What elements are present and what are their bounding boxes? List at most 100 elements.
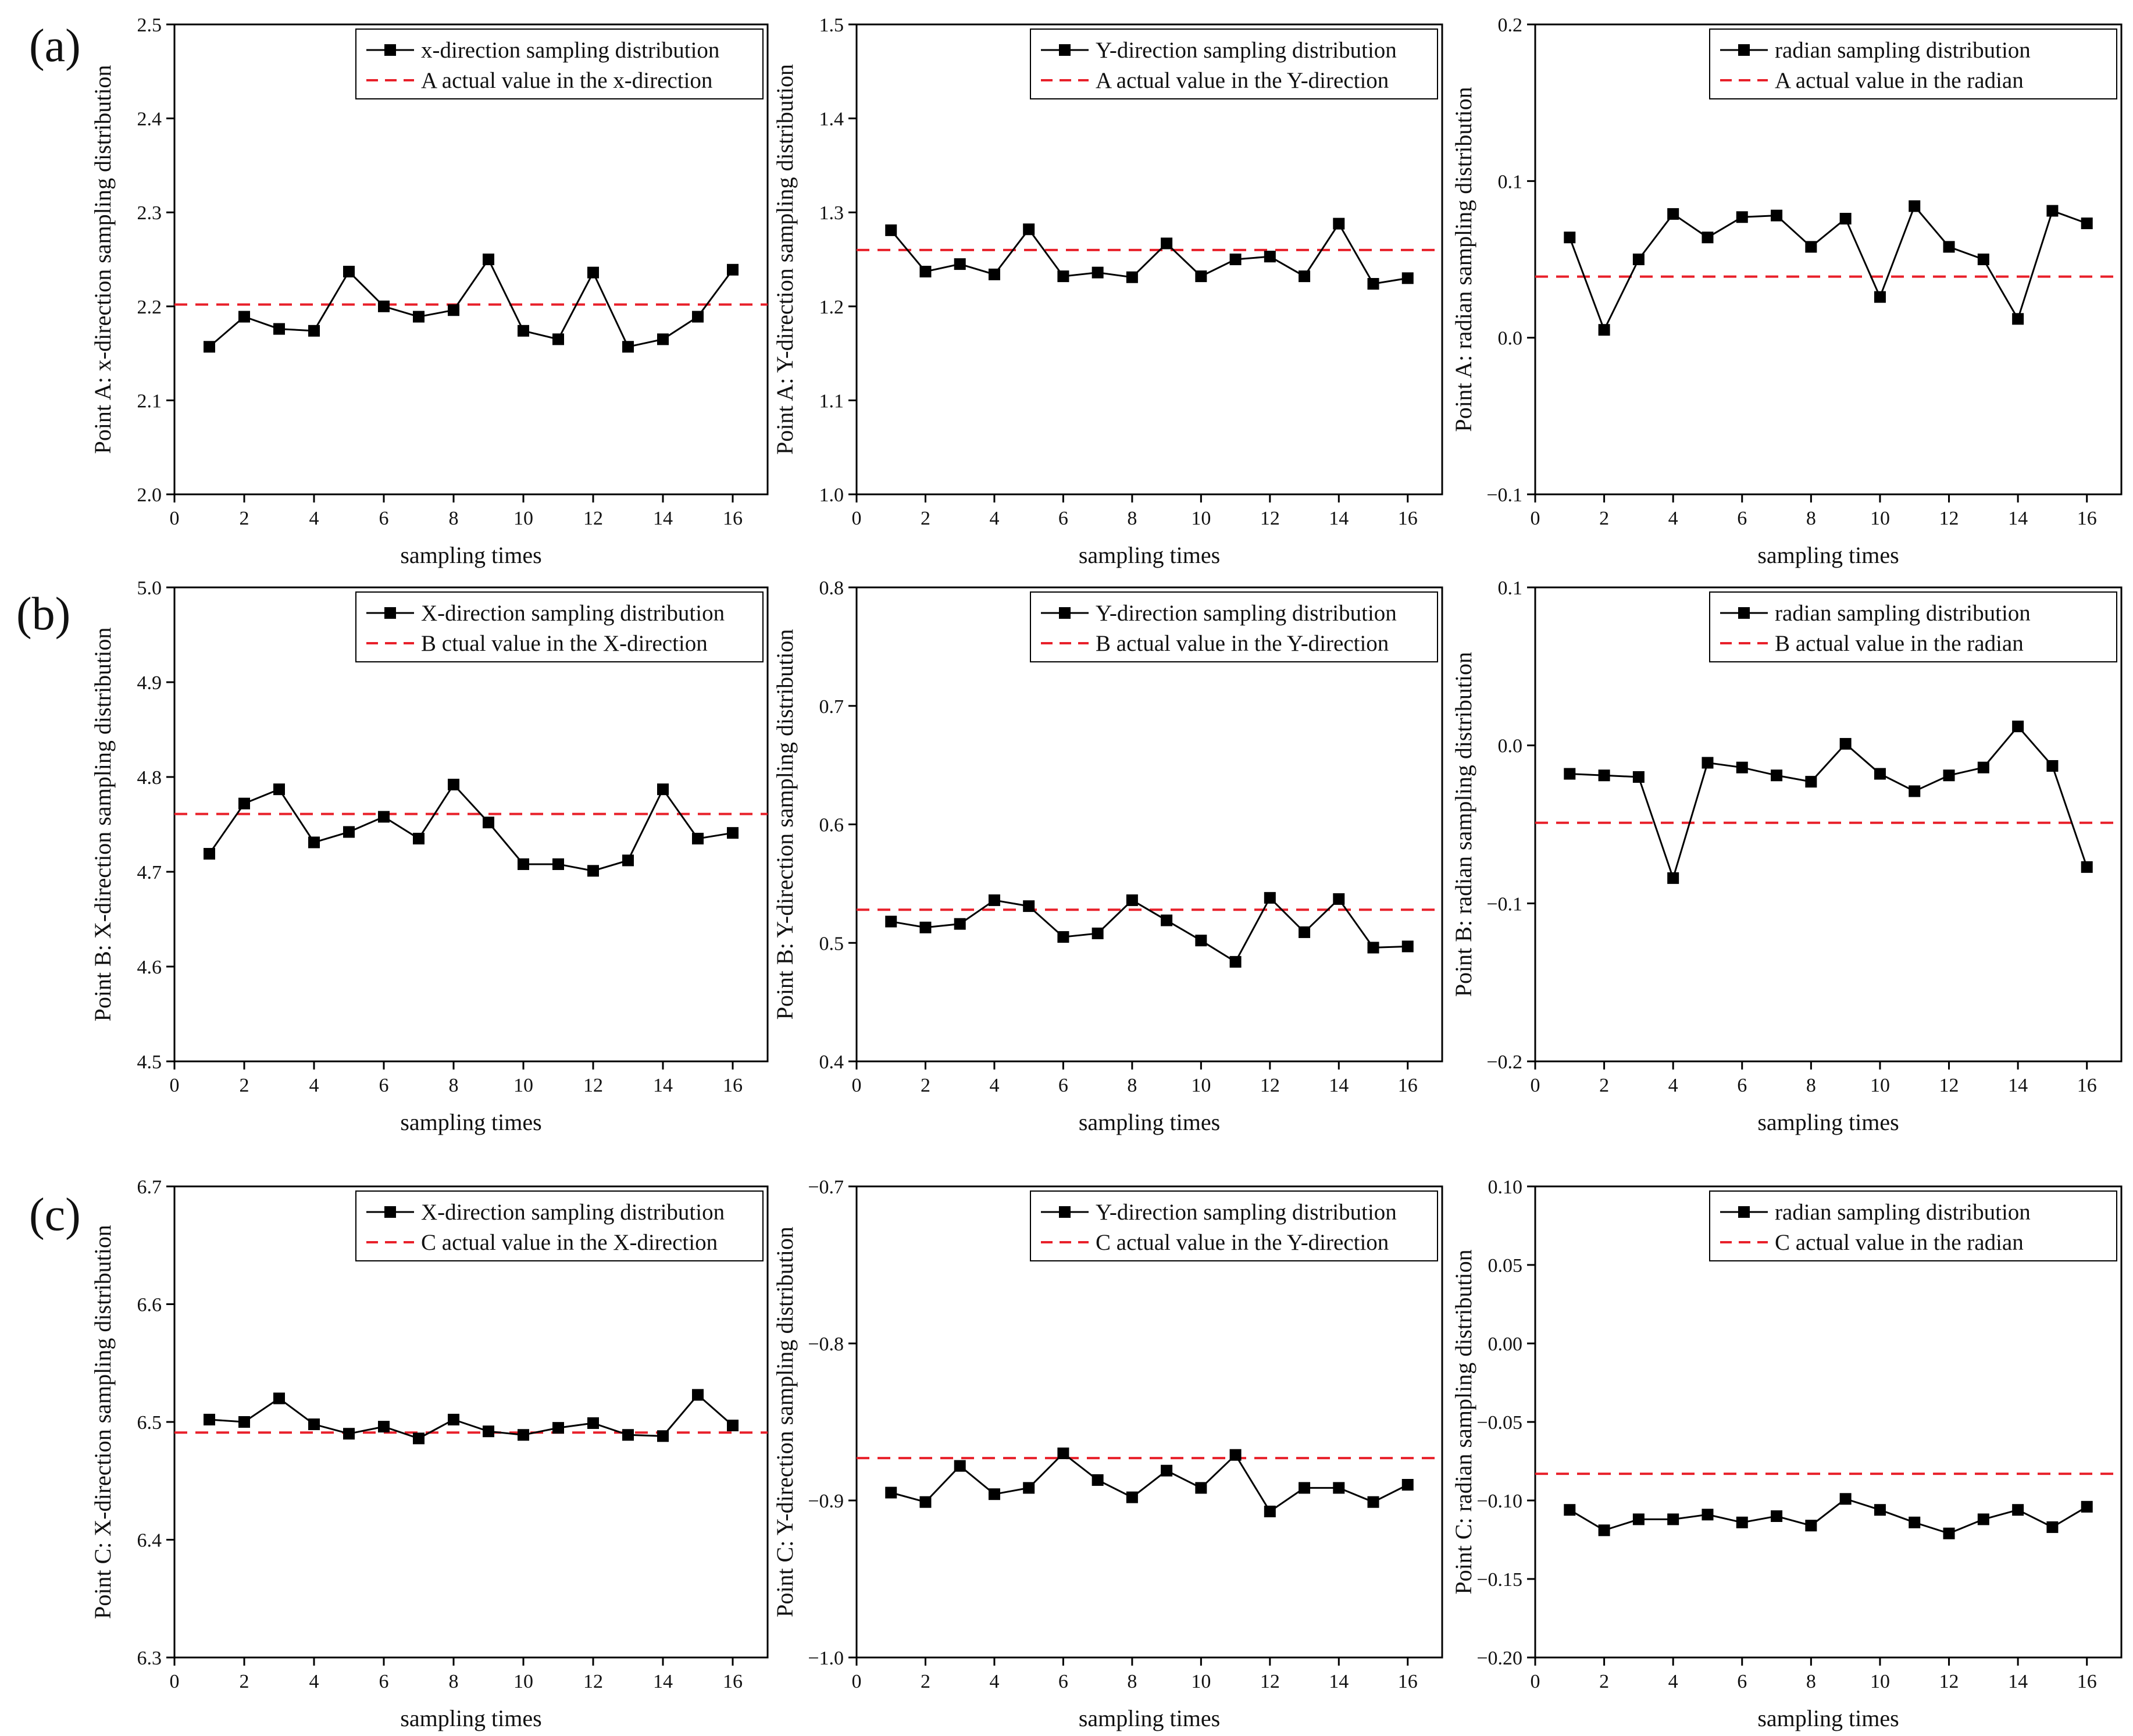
chart-8-x-tick-label: 12 [1939, 1671, 1959, 1692]
chart-6-y-tick-label: 6.6 [137, 1295, 162, 1316]
chart-0-data-point [552, 333, 564, 345]
chart-5-series-line [1570, 725, 2088, 881]
chart-1-x-tick-label: 2 [921, 508, 930, 529]
chart-1-data-point [1195, 270, 1207, 283]
chart-3-data-point [622, 854, 634, 867]
chart-5-data-point [2012, 721, 2024, 733]
chart-3-x-tick-label: 4 [309, 1075, 319, 1096]
chart-1-x-tick-label: 12 [1260, 508, 1280, 529]
chart-5-legend-reference-label: B actual value in the radian [1775, 631, 2024, 656]
chart-3-data-point [238, 797, 250, 810]
chart-4-x-tick-label: 4 [989, 1075, 999, 1096]
chart-6-data-point [518, 1429, 529, 1441]
chart-1-data-point [1057, 270, 1069, 283]
chart-6-legend-series-label: X-direction sampling distribution [421, 1200, 725, 1225]
chart-6-series-line [209, 1393, 733, 1439]
chart-7-y-axis-title: Point C: Y-direction sampling distributi… [772, 1227, 798, 1617]
chart-2-data-point [1598, 324, 1610, 336]
chart-8-data-point [1736, 1516, 1748, 1528]
chart-7-y-tick-label: −0.9 [808, 1491, 844, 1512]
chart-3-x-tick-label: 10 [513, 1075, 533, 1096]
chart-5-x-tick-label: 10 [1870, 1075, 1890, 1096]
chart-2-x-tick-label: 10 [1870, 508, 1890, 529]
chart-3-legend-series-marker [384, 607, 396, 619]
chart-1-y-tick-label: 1.1 [819, 390, 844, 412]
chart-0-data-point [378, 300, 390, 312]
chart-0-data-point [587, 266, 599, 279]
chart-2: 0 2 4 6 8 10 12 14 16 −0.1 0.0 0.1 0.2 sampling times… [1450, 15, 2123, 568]
chart-3-y-tick-label: 4.5 [137, 1051, 162, 1073]
chart-3-data-point [204, 848, 215, 860]
chart-6-x-tick-label: 10 [513, 1671, 533, 1692]
chart-2-data-point [1632, 254, 1645, 265]
chart-6-data-point [657, 1430, 669, 1442]
chart-0-y-axis-title: Point A: x-direction sampling distributi… [90, 65, 116, 454]
chart-5-data-point [2046, 760, 2059, 772]
chart-8-y-tick-label: 0.00 [1488, 1334, 1523, 1355]
chart-6-x-tick-label: 14 [653, 1671, 673, 1692]
chart-3-data-point [518, 858, 529, 870]
chart-8-x-tick-label: 14 [2008, 1671, 2028, 1692]
chart-5-data-point [1805, 776, 1817, 788]
chart-8-x-tick-label: 2 [1599, 1671, 1609, 1692]
chart-5-x-tick-label: 6 [1737, 1075, 1747, 1096]
chart-4-x-tick-label: 16 [1398, 1075, 1418, 1096]
chart-0-legend-series-marker [384, 44, 396, 56]
chart-7-data-point [954, 1460, 966, 1472]
chart-2-x-tick-label: 4 [1668, 508, 1678, 529]
chart-2-data-point [1977, 254, 1989, 265]
chart-5: 0 2 4 6 8 10 12 14 16 −0.2 −0.1 0.0 0.1 sampling time… [1450, 578, 2123, 1135]
chart-7-x-tick-label: 2 [921, 1671, 930, 1692]
chart-3-x-tick-label: 0 [170, 1075, 180, 1096]
chart-0-x-tick-label: 6 [379, 508, 389, 529]
chart-5-data-point [1667, 872, 1679, 884]
chart-0-data-point [273, 323, 285, 335]
chart-0-legend-reference-label: A actual value in the x-direction [421, 68, 712, 93]
chart-6-x-tick-label: 2 [240, 1671, 249, 1692]
chart-0-x-tick-label: 8 [449, 508, 459, 529]
chart-4-y-tick-label: 0.6 [819, 815, 844, 836]
chart-1-data-point [885, 224, 897, 236]
chart-3-data-point [483, 817, 494, 829]
chart-7-data-point [1195, 1482, 1207, 1494]
chart-4-data-point [1299, 926, 1311, 938]
chart-1-series-line [890, 222, 1408, 285]
chart-6-y-tick-label: 6.4 [137, 1530, 162, 1552]
chart-7-legend-series-label: Y-direction sampling distribution [1096, 1200, 1397, 1225]
chart-5-legend-series-marker [1738, 607, 1750, 619]
chart-1-y-tick-label: 1.4 [819, 109, 844, 130]
chart-4-legend-reference-label: B actual value in the Y-direction [1096, 631, 1389, 656]
chart-3-y-tick-label: 4.7 [137, 862, 162, 883]
chart-7-x-tick-label: 14 [1329, 1671, 1349, 1692]
chart-7-data-point [1229, 1449, 1242, 1461]
chart-0-y-tick-label: 2.5 [137, 15, 162, 36]
row-label-a: (a) [29, 20, 81, 72]
chart-4-x-axis-title: sampling times [1079, 1109, 1220, 1135]
chart-2-data-point [1667, 208, 1679, 220]
chart-4-data-point [885, 915, 897, 928]
chart-8-x-tick-label: 0 [1531, 1671, 1540, 1692]
chart-0-x-tick-label: 12 [583, 508, 603, 529]
chart-5-y-tick-label: −0.1 [1486, 893, 1522, 915]
chart-8-x-tick-label: 6 [1737, 1671, 1747, 1692]
chart-1-y-axis-title: Point A: Y-direction sampling distributi… [772, 64, 798, 455]
chart-5-x-tick-label: 8 [1806, 1075, 1816, 1096]
chart-1-x-axis-title: sampling times [1079, 542, 1220, 568]
chart-7-data-point [1401, 1479, 1414, 1491]
chart-5-data-point [1564, 768, 1576, 780]
chart-6-y-tick-label: 6.7 [137, 1177, 162, 1198]
chart-3-data-point [448, 779, 459, 791]
chart-5-y-tick-label: 0.1 [1498, 578, 1523, 599]
chart-7-legend-box [1030, 1190, 1438, 1261]
chart-2-plot-frame [1534, 23, 2123, 496]
chart-panels: 0 2 4 6 8 10 12 14 16 2.0 2.1 2.2 2.3 2.4 2.5 sampling … [90, 15, 2123, 1731]
chart-2-y-tick-label: 0.0 [1498, 328, 1523, 350]
chart-4-data-point [919, 921, 932, 933]
chart-6-x-tick-label: 0 [170, 1671, 180, 1692]
chart-1-plot-frame [855, 23, 1443, 496]
chart-2-data-point [1943, 241, 1955, 253]
chart-6-data-point [378, 1421, 390, 1433]
chart-5-data-point [1909, 785, 1921, 797]
chart-0-data-point [518, 325, 529, 337]
chart-5-data-point [1977, 761, 1989, 773]
